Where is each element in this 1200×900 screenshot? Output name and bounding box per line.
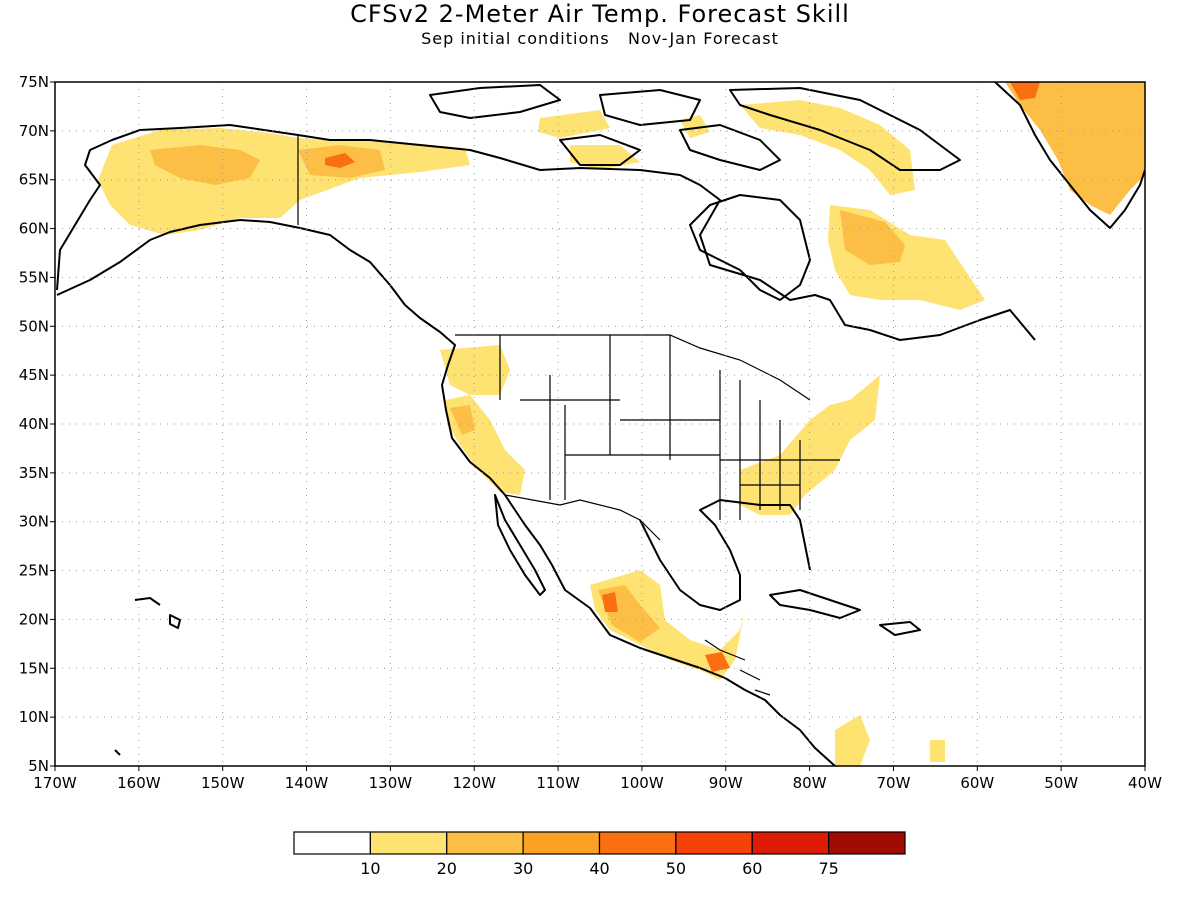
- colorbar-label: 20: [437, 859, 457, 878]
- lat-label: 25N: [19, 562, 49, 580]
- colorbar-label: 60: [742, 859, 762, 878]
- skill-region-southeast-us: [740, 375, 880, 515]
- colorbar-swatch: [522, 831, 601, 855]
- lat-label: 45N: [19, 366, 49, 384]
- colorbar-swatch: [675, 831, 753, 855]
- lon-label: 70W: [877, 774, 911, 792]
- lat-label: 50N: [19, 317, 49, 335]
- colorbar-label: 40: [589, 859, 609, 878]
- skill-region-greenland: [1005, 82, 1145, 215]
- lon-label: 150W: [201, 774, 245, 792]
- skill-region-south-america: [835, 715, 945, 766]
- lat-label: 20N: [19, 610, 49, 628]
- colorbar-label: 75: [818, 859, 838, 878]
- lon-label: 80W: [793, 774, 827, 792]
- lon-label: 170W: [33, 774, 77, 792]
- political-boundaries: [297, 135, 840, 696]
- lon-label: 40W: [1128, 774, 1162, 792]
- lon-label: 120W: [452, 774, 496, 792]
- lon-label: 160W: [117, 774, 161, 792]
- lat-label: 10N: [19, 708, 49, 726]
- coastlines: [56, 82, 1145, 766]
- skill-region-pacific-nw: [440, 345, 510, 395]
- lat-label: 15N: [19, 659, 49, 677]
- skill-region-yukon-peak: [325, 153, 355, 168]
- lat-label: 30N: [19, 513, 49, 531]
- skill-region-central-america: [705, 652, 730, 672]
- lat-label: 75N: [19, 73, 49, 91]
- skill-region-yukon: [150, 145, 260, 185]
- lat-label: 5N: [28, 757, 49, 775]
- colorbar-label: 30: [513, 859, 533, 878]
- lat-label: 55N: [19, 268, 49, 286]
- colorbar-label: 10: [360, 859, 380, 878]
- lon-label: 140W: [285, 774, 329, 792]
- lat-label: 65N: [19, 171, 49, 189]
- colorbar: 10 20 30 40 50 60 75: [293, 831, 906, 878]
- colorbar-swatch: [446, 831, 524, 855]
- lat-label: 40N: [19, 415, 49, 433]
- colorbar-swatch: [293, 831, 371, 855]
- latitude-labels: 75N 70N 65N 60N 55N 50N 45N 40N 35N 30N 25N 20N 15N 1…: [19, 73, 55, 775]
- skill-region-california-core: [450, 405, 475, 435]
- skill-region-mexico-peak: [602, 592, 618, 612]
- colorbar-swatch: [598, 831, 677, 855]
- map-subtitle: Sep initial conditions Nov-Jan Forecast: [421, 29, 779, 48]
- lon-label: 110W: [536, 774, 580, 792]
- skill-region-arctic-islands: [538, 100, 915, 195]
- colorbar-swatch: [828, 831, 906, 855]
- lon-label: 50W: [1044, 774, 1078, 792]
- lat-label: 60N: [19, 220, 49, 238]
- skill-region-greenland-peak: [1010, 82, 1040, 100]
- colorbar-swatch: [369, 831, 448, 855]
- lon-label: 100W: [620, 774, 664, 792]
- lat-label: 35N: [19, 464, 49, 482]
- colorbar-swatch: [751, 831, 830, 855]
- lon-label: 90W: [709, 774, 743, 792]
- skill-shading-layer: [98, 82, 1145, 766]
- map-title: CFSv2 2-Meter Air Temp. Forecast Skill: [350, 0, 850, 28]
- lon-label: 130W: [369, 774, 413, 792]
- lat-label: 70N: [19, 122, 49, 140]
- colorbar-label: 50: [666, 859, 686, 878]
- lon-label: 60W: [960, 774, 994, 792]
- longitude-labels: 170W 160W 150W 140W 130W 120W 110W 100W 90W 80W 70…: [33, 766, 1162, 792]
- skill-region-labrador-core: [840, 210, 905, 265]
